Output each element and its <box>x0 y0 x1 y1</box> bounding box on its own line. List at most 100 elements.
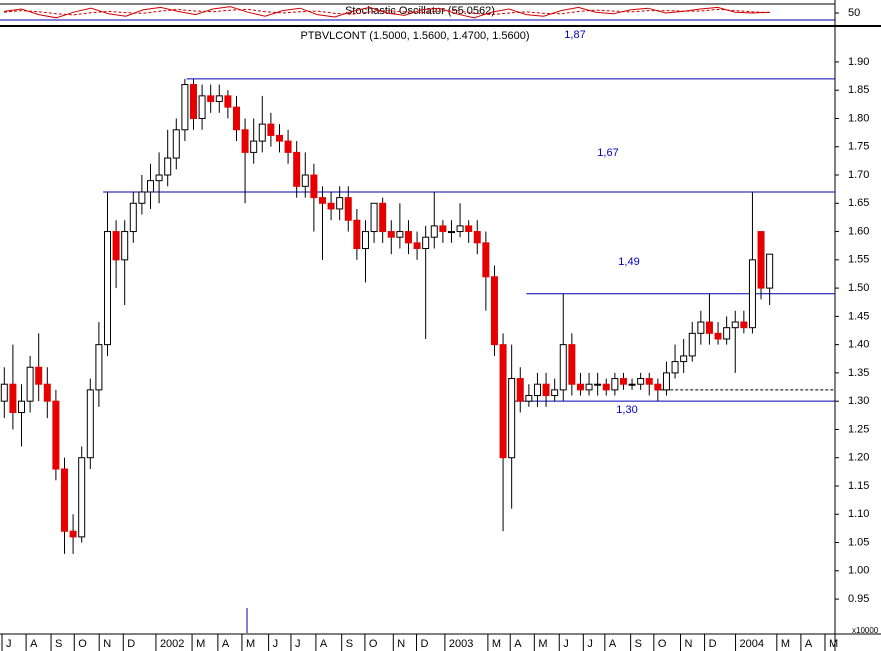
y-tick-label: 1.40 <box>848 339 869 351</box>
candle-body <box>482 242 490 278</box>
y-tick-label: 1.05 <box>848 536 869 548</box>
candle-body <box>181 84 189 131</box>
level-label: 1,87 <box>564 29 585 41</box>
candle-body <box>121 231 129 261</box>
x-tick-label: 2003 <box>449 638 473 650</box>
osc-line <box>3 6 771 19</box>
candle-body <box>103 231 111 346</box>
candle-body <box>654 383 662 391</box>
candle-body <box>473 231 481 244</box>
candle-body <box>293 151 301 187</box>
level-label: 1,67 <box>597 147 618 159</box>
candle-body <box>146 180 154 193</box>
candle-body <box>224 95 232 108</box>
candle-body <box>447 231 455 234</box>
y-tick-label: 1.70 <box>848 169 869 181</box>
y-tick-label: 1.30 <box>848 395 869 407</box>
candle-body <box>714 332 722 340</box>
candle-body <box>757 231 765 289</box>
candle-body <box>585 383 593 391</box>
candle-body <box>740 321 748 329</box>
candle-body <box>705 321 713 334</box>
candle-body <box>465 225 473 233</box>
candle-body <box>198 95 206 119</box>
candle-body <box>95 344 103 391</box>
candle-body <box>602 383 610 391</box>
x-tick-label: A <box>30 638 38 650</box>
x-tick-label: O <box>658 638 667 650</box>
level-label: 1,30 <box>616 404 637 416</box>
y-tick-label: 1.55 <box>848 254 869 266</box>
candle-body <box>310 174 318 199</box>
candle-body <box>17 400 25 413</box>
y-tick-label: 1.75 <box>848 141 869 153</box>
x-tick-label: N <box>103 638 111 650</box>
y-tick-label: 1.85 <box>848 84 869 96</box>
candle-body <box>336 197 344 210</box>
candle-body <box>637 378 645 385</box>
y-tick-label: 1.60 <box>848 225 869 237</box>
x-tick-label: M <box>781 638 790 650</box>
candle-body <box>533 383 541 397</box>
candle-body <box>250 140 258 153</box>
candle-body <box>508 378 516 459</box>
candle-body <box>86 389 94 459</box>
x-tick-label: J <box>587 638 593 650</box>
candle-body <box>387 231 395 238</box>
x-tick-label: N <box>685 638 693 650</box>
candle-body <box>671 361 679 374</box>
x-tick-label: J <box>295 638 301 650</box>
candle-body <box>559 344 567 391</box>
candle-body <box>232 106 240 131</box>
x-tick-label: A <box>320 638 328 650</box>
candle-body <box>112 231 120 261</box>
candle-body <box>456 225 464 233</box>
y-tick-label: 1.80 <box>848 112 869 124</box>
candle-body <box>164 157 172 176</box>
y-tick-label: 1.90 <box>848 56 869 68</box>
level-label: 1,49 <box>618 256 639 268</box>
candle-body <box>568 344 576 385</box>
candle-body <box>78 457 86 538</box>
y-tick-label: 0.95 <box>848 593 869 605</box>
candle-body <box>172 129 180 159</box>
x-tick-label: S <box>635 638 642 650</box>
candle-body <box>680 355 688 363</box>
candle-body <box>748 259 756 329</box>
candle-body <box>241 129 249 153</box>
candle-body <box>353 219 361 250</box>
candle-body <box>207 95 215 103</box>
candle-body <box>490 276 498 346</box>
candle-body <box>318 197 326 204</box>
x-tick-label: M <box>492 638 501 650</box>
candle-body <box>396 231 404 238</box>
candle-body <box>379 202 387 233</box>
candle-body <box>619 378 627 385</box>
x-tick-label: N <box>397 638 405 650</box>
candle-body <box>275 134 283 142</box>
candle-body <box>688 332 696 357</box>
candle-body <box>551 389 559 397</box>
x-tick-label: D <box>421 638 429 650</box>
x-tick-label: D <box>127 638 135 650</box>
candle-body <box>723 327 731 340</box>
x-tick-label: 2004 <box>740 638 764 650</box>
x-tick-label: J <box>273 638 279 650</box>
candle-body <box>525 395 533 402</box>
candle-body <box>138 191 146 204</box>
y-tick-label: 1.10 <box>848 508 869 520</box>
x-tick-label: J <box>6 638 12 650</box>
candle-body <box>413 242 421 250</box>
candle-body <box>645 378 653 385</box>
y-tick-label: 1.15 <box>848 480 869 492</box>
x-tick-label: M <box>196 638 205 650</box>
candle-body <box>422 236 430 250</box>
x-tick-label: M <box>829 638 838 650</box>
candle-body <box>404 231 412 244</box>
y-tick-label: 1.50 <box>848 282 869 294</box>
candle-body <box>361 231 369 250</box>
candle-body <box>0 383 8 402</box>
candle-body <box>26 366 34 402</box>
candle-body <box>542 383 550 397</box>
x-tick-label: M <box>538 638 547 650</box>
